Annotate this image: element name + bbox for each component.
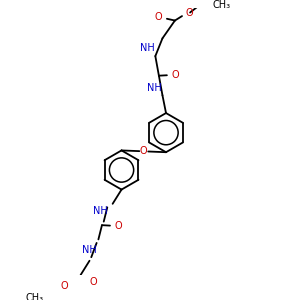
Text: O: O [140, 146, 148, 156]
Text: O: O [186, 8, 193, 18]
Text: CH₃: CH₃ [25, 293, 43, 300]
Text: NH: NH [140, 44, 154, 53]
Text: O: O [89, 277, 97, 287]
Text: NH: NH [92, 206, 107, 216]
Text: O: O [61, 281, 68, 291]
Text: O: O [114, 221, 122, 231]
Text: NH: NH [82, 245, 97, 255]
Text: O: O [155, 12, 163, 22]
Text: NH: NH [147, 82, 162, 93]
Text: CH₃: CH₃ [212, 0, 230, 10]
Text: O: O [171, 70, 179, 80]
